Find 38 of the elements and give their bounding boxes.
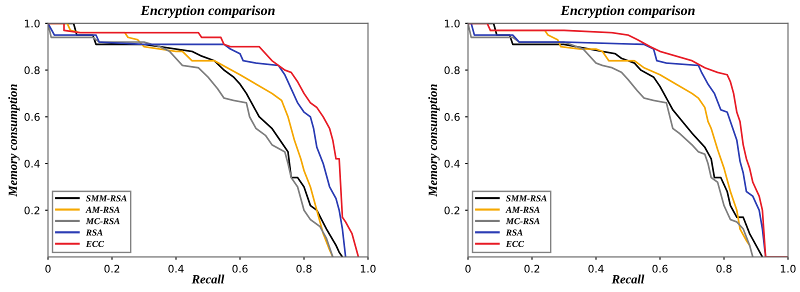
- x-tick-label: 0.2: [524, 264, 540, 273]
- x-tick-label: 0.6: [652, 264, 668, 273]
- x-tick-label: 0.8: [716, 264, 732, 273]
- legend-label: AM-RSA: [85, 206, 120, 213]
- y-axis-title: Memory consumption: [428, 84, 440, 197]
- y-tick-label: 0.6: [444, 113, 460, 121]
- legend-label: AM-RSA: [505, 206, 540, 213]
- x-tick-label: 0.2: [104, 264, 120, 273]
- y-tick-label: 1.0: [24, 20, 40, 28]
- x-tick-label: 1.0: [780, 264, 796, 273]
- x-tick-label: 0.6: [232, 264, 248, 273]
- legend-label: MC-RSA: [506, 218, 540, 224]
- x-tick-label: 0.4: [588, 264, 604, 273]
- y-tick-label: 0.4: [24, 160, 40, 168]
- x-axis-title: Recall: [612, 274, 644, 284]
- legend-label: SMM-RSA: [86, 195, 127, 202]
- x-tick-label: 0: [45, 264, 51, 273]
- y-tick-label: 0.4: [444, 160, 460, 168]
- x-tick-label: 1.0: [360, 264, 376, 273]
- x-axis-title: Recall: [192, 274, 224, 284]
- legend-label: SMM-RSA: [506, 195, 547, 202]
- x-tick-label: 0: [465, 264, 471, 273]
- y-tick-label: 0.2: [24, 206, 40, 214]
- y-tick-label: 0.6: [24, 113, 40, 121]
- y-tick-label: 0.8: [444, 66, 460, 74]
- y-tick-label: 0.8: [24, 66, 40, 74]
- x-tick-label: 0.8: [296, 264, 312, 273]
- y-tick-label: 0.2: [444, 206, 460, 214]
- x-tick-label: 0.4: [168, 264, 184, 273]
- y-tick-label: 1.0: [444, 20, 460, 28]
- legend-label: MC-RSA: [86, 218, 120, 224]
- chart-title: Encryption comparison: [560, 5, 695, 18]
- y-axis-title: Memory consumption: [8, 84, 20, 197]
- legend-label: RSA: [86, 230, 103, 236]
- legend-label: ECC: [506, 240, 524, 247]
- legend-label: ECC: [86, 240, 104, 247]
- legend-label: RSA: [506, 230, 523, 236]
- chart-title: Encryption comparison: [140, 5, 275, 18]
